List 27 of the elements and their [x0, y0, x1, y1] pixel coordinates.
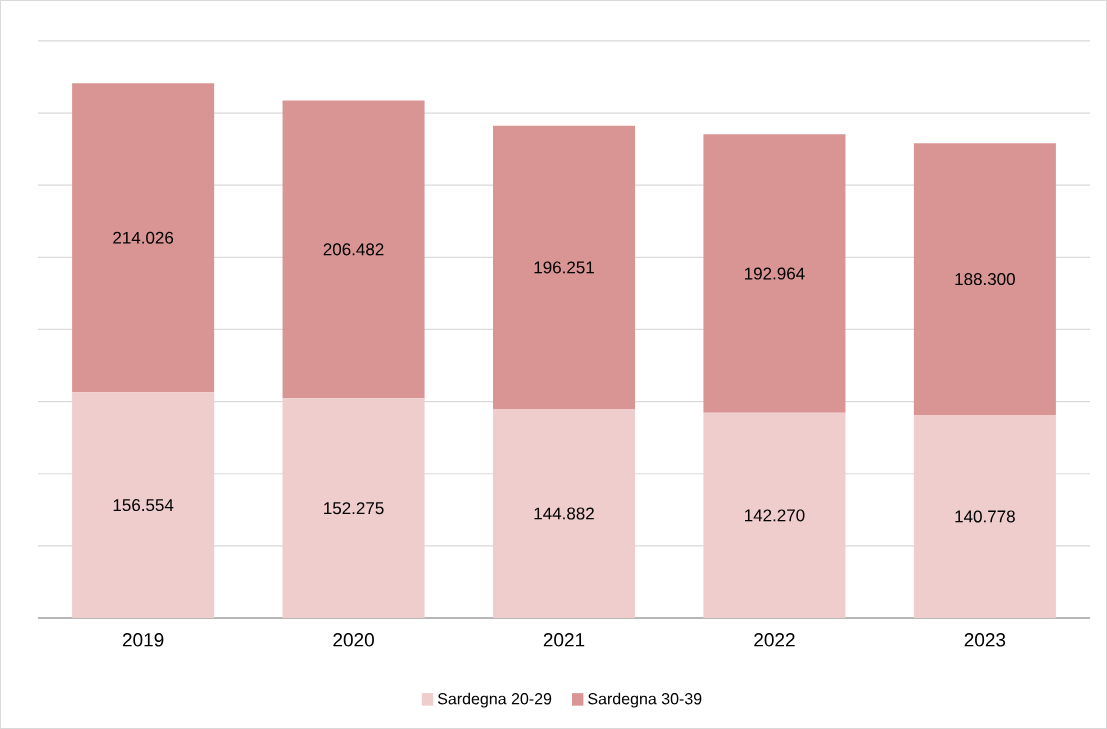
bar	[913, 143, 1056, 415]
data-label: 152.275	[324, 502, 384, 515]
bar	[493, 125, 636, 410]
data-label: 144.882	[534, 507, 594, 520]
bar	[703, 134, 846, 413]
data-label: 140.778	[955, 510, 1015, 523]
data-label: 206.482	[323, 243, 384, 256]
x-tick-label: 2020	[333, 633, 374, 647]
data-label: 214.026	[113, 231, 174, 244]
data-label: 188.300	[955, 273, 1015, 286]
data-label: 156.554	[113, 499, 174, 512]
data-label: 196.251	[534, 261, 594, 274]
bar	[703, 412, 846, 619]
bar	[282, 100, 425, 399]
x-tick-label: 2022	[754, 633, 795, 647]
bar	[72, 83, 215, 393]
data-label: 142.270	[745, 509, 805, 522]
bar	[493, 409, 636, 619]
x-tick-label: 2019	[122, 633, 164, 647]
x-tick-label: 2021	[543, 633, 585, 647]
data-label: 192.964	[745, 267, 805, 280]
bar	[72, 392, 215, 619]
legend-label: Sardegna 20-29	[437, 692, 552, 708]
bar	[282, 398, 425, 619]
bar	[913, 414, 1056, 619]
x-tick-label: 2023	[964, 633, 1006, 647]
legend-label: Sardegna 30-39	[588, 692, 702, 708]
